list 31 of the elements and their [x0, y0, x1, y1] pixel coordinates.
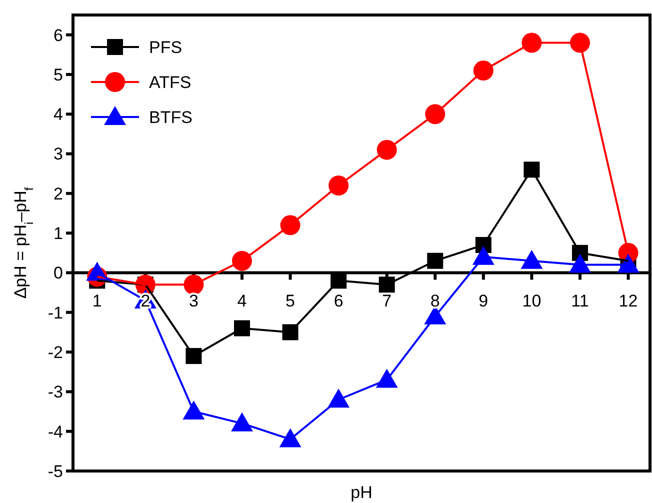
y-tick-label: -5 [48, 462, 63, 481]
y-tick-label: 3 [54, 144, 63, 164]
legend-label: BTFS [149, 108, 192, 127]
y-tick-label: 0 [54, 264, 63, 283]
y-tick-label: 1 [54, 224, 63, 244]
x-tick-label: 8 [430, 292, 440, 311]
x-tick-label: 9 [478, 292, 488, 311]
x-tick-label: 5 [286, 292, 296, 311]
legend-label: PFS [149, 38, 182, 57]
x-tick-label: 4 [237, 292, 247, 311]
y-tick-label: -4 [48, 422, 63, 442]
x-tick-label: 10 [522, 292, 542, 311]
x-tick-label: 1 [92, 292, 102, 311]
x-tick-label: 11 [571, 292, 589, 311]
y-tick-label: 5 [54, 65, 63, 84]
x-tick-label: 3 [188, 292, 198, 311]
x-tick-label: 6 [334, 292, 344, 311]
legend-label: ATFS [149, 72, 192, 92]
y-tick-label: 4 [54, 105, 63, 124]
point [617, 254, 640, 273]
y-tick-label: 2 [54, 184, 63, 204]
point [279, 428, 302, 448]
x-axis-title: pH [350, 483, 372, 502]
x-tick-label: 2 [140, 292, 150, 311]
point [568, 254, 591, 273]
y-tick-label: -1 [48, 303, 63, 322]
x-tick-label: 12 [618, 292, 638, 311]
y-tick-label: -3 [48, 382, 63, 402]
y-tick-label: -2 [48, 342, 63, 362]
y-tick-label: 6 [54, 26, 63, 45]
x-tick-label: 7 [382, 292, 392, 311]
